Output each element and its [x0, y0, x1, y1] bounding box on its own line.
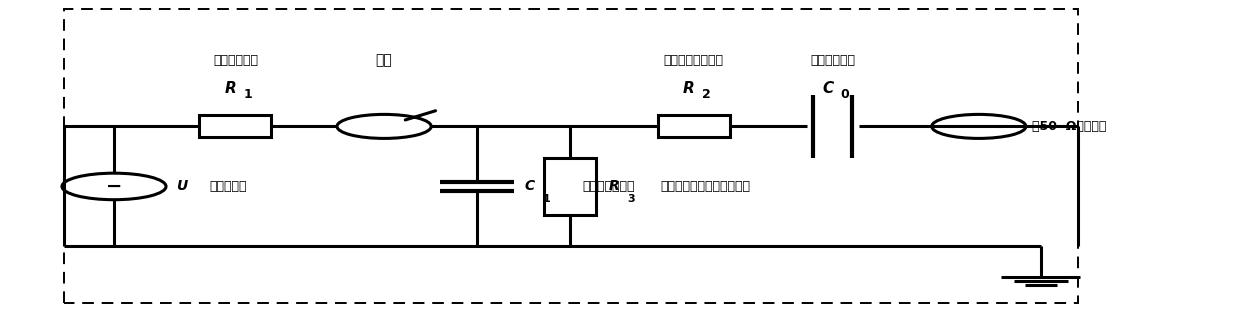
Bar — [658, 115, 730, 137]
Text: （储能电容器）: （储能电容器） — [582, 180, 634, 193]
Text: （隔直电阱）: （隔直电阱） — [810, 53, 855, 67]
Text: U: U — [176, 179, 187, 193]
Text: （50  Ω同轴输出: （50 Ω同轴输出 — [1032, 120, 1106, 133]
Text: （高压泵）: （高压泵） — [209, 180, 247, 193]
Text: 1: 1 — [243, 88, 253, 101]
Text: R: R — [683, 81, 695, 96]
Text: −: − — [105, 177, 123, 196]
Bar — [544, 158, 596, 215]
Text: （脉冲持续时间形成电阱）: （脉冲持续时间形成电阱） — [660, 180, 751, 193]
Text: C: C — [524, 179, 534, 193]
Text: 3: 3 — [627, 194, 634, 204]
Text: R: R — [608, 179, 620, 193]
Text: （充电电阱）: （充电电阱） — [213, 53, 258, 67]
Text: 2: 2 — [701, 88, 711, 101]
Bar — [199, 115, 271, 137]
Text: C: C — [821, 81, 834, 96]
Text: 开关: 开关 — [375, 53, 393, 67]
Text: 1: 1 — [543, 194, 550, 204]
Text: （阻抗匹配电阱）: （阻抗匹配电阱） — [664, 53, 724, 67]
Text: 0: 0 — [840, 88, 850, 101]
Text: R: R — [224, 81, 237, 96]
